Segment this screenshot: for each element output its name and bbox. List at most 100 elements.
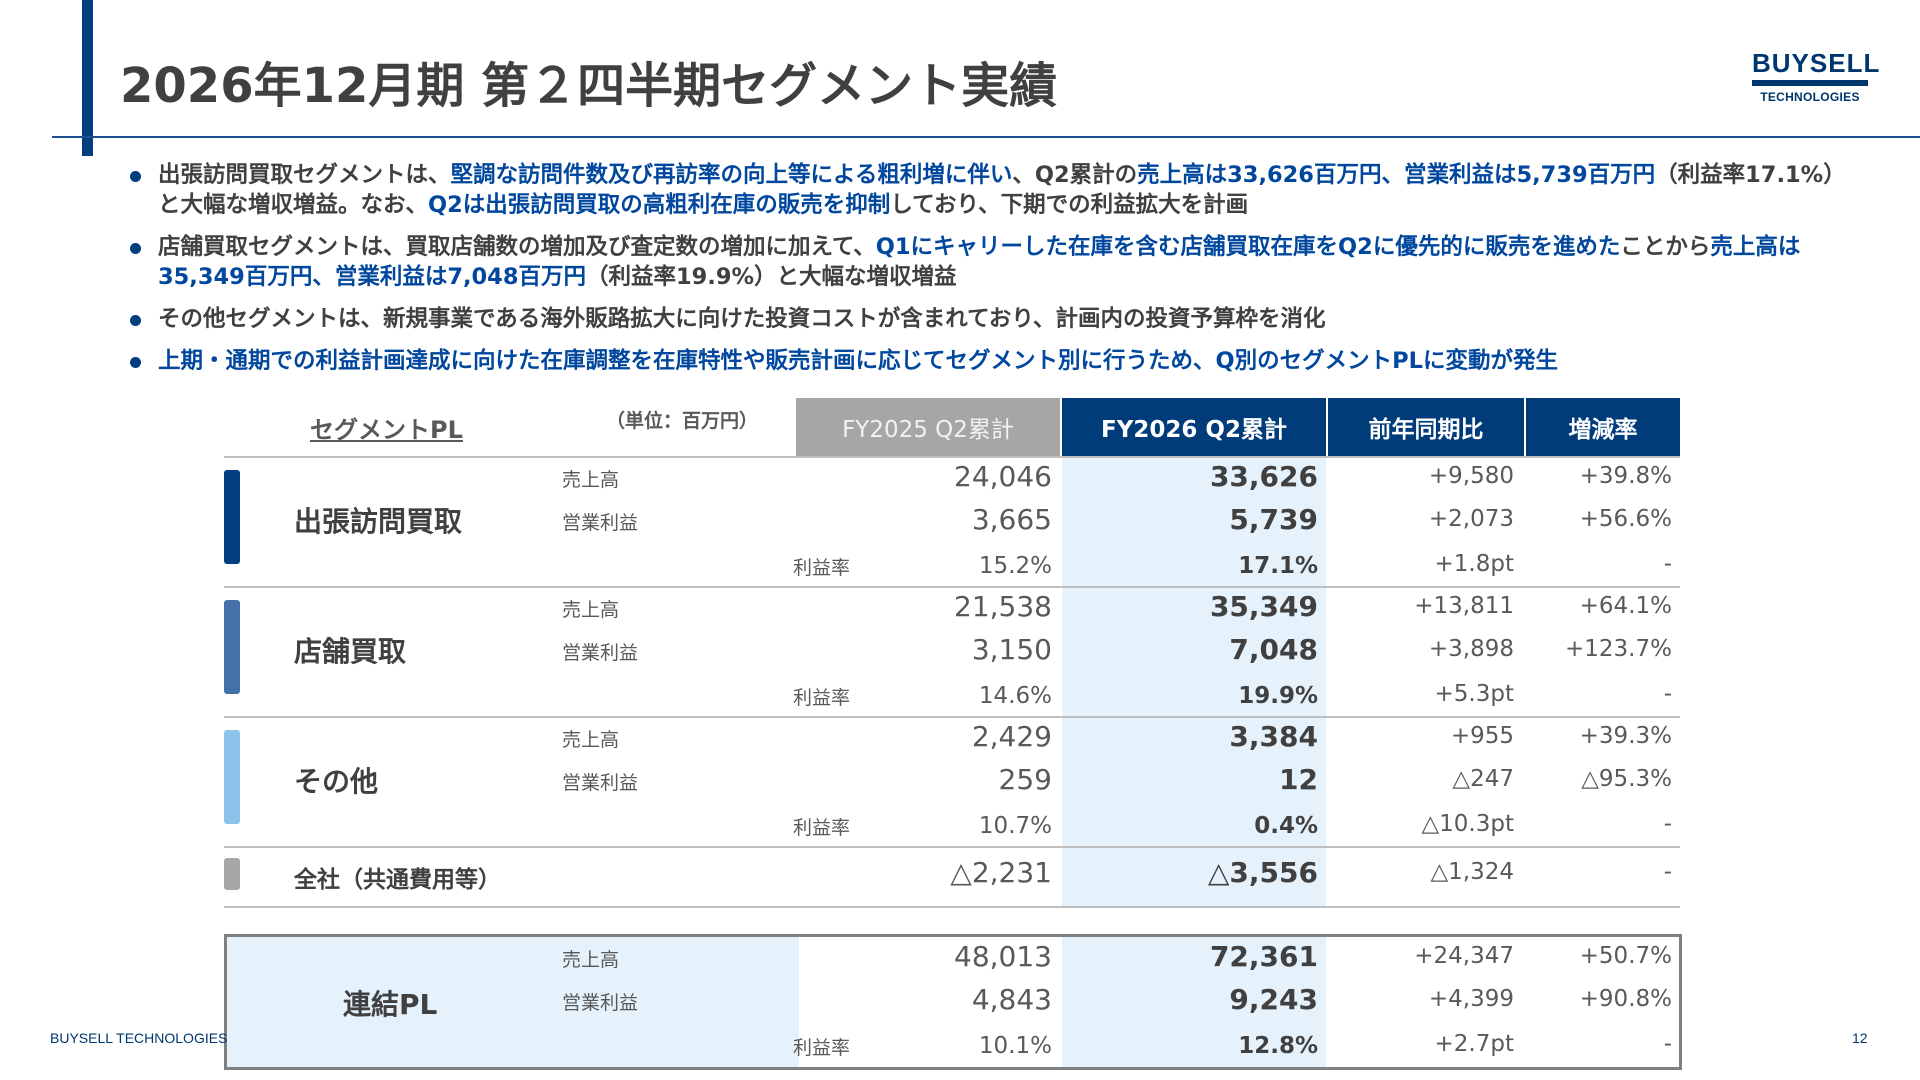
bullet-highlight-text: Q2は出張訪問買取の高粗利在庫の販売を抑制 <box>428 192 891 218</box>
yoy-value: △247 <box>1452 766 1514 792</box>
fy2026-value: 0.4% <box>1254 813 1318 839</box>
yoy-value: +955 <box>1450 723 1514 749</box>
change-rate-value: +123.7% <box>1565 636 1672 662</box>
fy2026-value: 17.1% <box>1238 553 1318 579</box>
segment-divider <box>224 716 1680 718</box>
yoy-value: △1,324 <box>1430 859 1514 885</box>
row-label: 利益率 <box>792 557 850 579</box>
bullet-item: その他セグメントは、新規事業である海外販路拡大に向けた投資コストが含まれており、… <box>128 304 1868 334</box>
row-label: 営業利益 <box>562 512 639 534</box>
bullet-text: 出張訪問買取セグメントは、 <box>158 162 451 188</box>
row-label: 売上高 <box>562 469 620 491</box>
fy2026-value: 19.9% <box>1238 683 1318 709</box>
segment-block: その他 売上高 2,429 3,384 +955 +39.3% 営業利益 259 12 △247 △… <box>224 718 1680 848</box>
bullet-item: 出張訪問買取セグメントは、堅調な訪問件数及び再訪率の向上等による粗利増に伴い、Q… <box>128 160 1868 220</box>
corporate-row: 全社（共通費用等） △2,231 △3,556 △1,324 - <box>224 850 1680 906</box>
table-row: 利益率 10.1% 12.8% +2.7pt - <box>224 1026 1680 1069</box>
fy2025-value: 24,046 <box>954 460 1052 493</box>
row-label: 営業利益 <box>562 772 639 794</box>
change-rate-value: +56.6% <box>1579 506 1672 532</box>
fy2026-value: 5,739 <box>1229 503 1318 536</box>
segment-divider <box>224 586 1680 588</box>
row-label: 営業利益 <box>562 642 639 664</box>
fy2025-value: 15.2% <box>978 553 1052 579</box>
change-rate-value: +39.8% <box>1579 463 1672 489</box>
yoy-value: +2.7pt <box>1434 1031 1514 1057</box>
table-row: 利益率 15.2% 17.1% +1.8pt - <box>224 546 1680 589</box>
page-title: 2026年12月期 第２四半期セグメント実績 <box>120 58 1058 114</box>
footer-company: BUYSELL TECHNOLOGIES <box>50 1030 228 1046</box>
fy2025-value: 10.7% <box>978 813 1052 839</box>
change-rate-value: - <box>1663 859 1672 885</box>
row-label: 営業利益 <box>562 992 639 1014</box>
fy2025-value: 3,150 <box>971 633 1052 666</box>
fy2025-value: 10.1% <box>978 1033 1052 1059</box>
fy2026-highlight-column-consolidated <box>1062 936 1326 1070</box>
bullet-highlight-text: 売上高は35,349百万円、営業利益は7,048百万円 <box>158 234 1801 290</box>
fy2026-value: 12 <box>1279 763 1318 796</box>
corporate-divider <box>224 906 1680 908</box>
fy2026-value: 12.8% <box>1238 1033 1318 1059</box>
fy2025-value: 14.6% <box>978 683 1052 709</box>
bullet-text: （利益率17.1%）と大幅な増収増益。なお、 <box>158 162 1846 218</box>
unit-label: （単位：百万円） <box>606 410 759 432</box>
segment-color-bar <box>224 470 240 564</box>
segment-pl-title: セグメントPL <box>310 416 463 444</box>
fy2025-value: 21,538 <box>954 590 1052 623</box>
table-row: 営業利益 4,843 9,243 +4,399 +90.8% <box>224 981 1680 1024</box>
row-label: 売上高 <box>562 729 620 751</box>
title-divider <box>52 136 1920 138</box>
logo-bar <box>1752 80 1868 86</box>
consolidated-name: 連結PL <box>343 988 438 1021</box>
yoy-value: +9,580 <box>1428 463 1514 489</box>
logo-sub-text: TECHNOLOGIES <box>1760 90 1860 104</box>
change-rate-value: - <box>1663 551 1672 577</box>
change-rate-value: △95.3% <box>1581 766 1672 792</box>
bullet-highlight-text: Q1にキャリーした在庫を含む店舗買取在庫をQ2に優先的に販売を進めた <box>875 234 1621 260</box>
header-fy2026: FY2026 Q2累計 <box>1062 398 1326 456</box>
logo-main-text: BUYSELL <box>1752 48 1881 78</box>
fy2025-value: △2,231 <box>950 856 1052 889</box>
company-logo: BUYSELL TECHNOLOGIES <box>1752 48 1881 104</box>
fy2025-value: 2,429 <box>971 720 1052 753</box>
bullet-item: 店舗買取セグメントは、買取店舗数の増加及び査定数の増加に加えて、Q1にキャリーし… <box>128 232 1868 292</box>
row-label: 利益率 <box>792 687 850 709</box>
fy2025-value: 3,665 <box>971 503 1052 536</box>
header-change-rate: 増減率 <box>1526 398 1680 456</box>
fy2026-value: △3,556 <box>1207 856 1318 889</box>
header-yoy: 前年同期比 <box>1328 398 1524 456</box>
bullet-highlight-text: 上期・通期での利益計画達成に向けた在庫調整を在庫特性や販売計画に応じてセグメント… <box>158 348 1558 374</box>
yoy-value: +24,347 <box>1414 943 1514 969</box>
fy2026-value: 35,349 <box>1209 590 1318 623</box>
bullet-text: 、Q2累計の <box>1012 162 1138 188</box>
segment-divider <box>224 846 1680 848</box>
bullet-text: その他セグメントは、新規事業である海外販路拡大に向けた投資コストが含まれており、… <box>158 306 1326 332</box>
bullet-highlight-text: 売上高は33,626百万円、営業利益は5,739百万円 <box>1137 162 1656 188</box>
fy2026-highlight-column <box>1062 456 1326 906</box>
table-row: 売上高 21,538 35,349 +13,811 +64.1% <box>224 588 1680 631</box>
bullet-text: しており、下期での利益拡大を計画 <box>890 192 1249 218</box>
table-row: 売上高 2,429 3,384 +955 +39.3% <box>224 718 1680 761</box>
row-label: 売上高 <box>562 949 620 971</box>
fy2026-value: 33,626 <box>1209 460 1318 493</box>
segment-block: 出張訪問買取 売上高 24,046 33,626 +9,580 +39.8% 営業利益 3,6… <box>224 458 1680 588</box>
change-rate-value: - <box>1663 681 1672 707</box>
change-rate-value: +90.8% <box>1579 986 1672 1012</box>
corporate-values: △2,231 △3,556 △1,324 - <box>224 854 1680 897</box>
bullet-text: 店舗買取セグメントは、買取店舗数の増加及び査定数の増加に加えて、 <box>158 234 876 260</box>
yoy-value: +1.8pt <box>1434 551 1514 577</box>
bullet-item: 上期・通期での利益計画達成に向けた在庫調整を在庫特性や販売計画に応じてセグメント… <box>128 346 1868 376</box>
corporate-name: 全社（共通費用等） <box>294 867 501 893</box>
bullet-text: （利益率19.9%）と大幅な増収増益 <box>586 264 957 290</box>
summary-bullets: 出張訪問買取セグメントは、堅調な訪問件数及び再訪率の向上等による粗利増に伴い、Q… <box>128 160 1868 388</box>
fy2026-value: 7,048 <box>1229 633 1318 666</box>
yoy-value: +5.3pt <box>1434 681 1514 707</box>
header-divider <box>224 456 1680 458</box>
title-accent-bar <box>82 0 93 156</box>
change-rate-value: +39.3% <box>1579 723 1672 749</box>
table-row: 利益率 14.6% 19.9% +5.3pt - <box>224 676 1680 719</box>
bullet-highlight-text: 堅調な訪問件数及び再訪率の向上等による粗利増に伴い <box>450 162 1013 188</box>
yoy-value: +2,073 <box>1428 506 1514 532</box>
yoy-value: +4,399 <box>1428 986 1514 1012</box>
segment-color-bar <box>224 730 240 824</box>
